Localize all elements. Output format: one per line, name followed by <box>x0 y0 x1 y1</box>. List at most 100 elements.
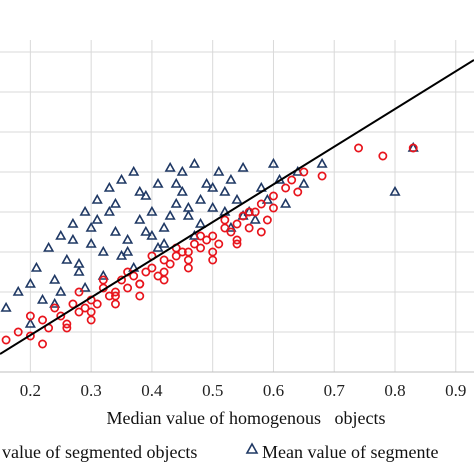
mean-point-48 <box>55 285 67 296</box>
fit-line <box>0 59 474 355</box>
mean-point-49 <box>73 257 85 268</box>
gridlines <box>0 40 474 372</box>
mean-point-2 <box>24 277 36 288</box>
mean-point-4 <box>36 293 49 304</box>
median-point-20 <box>147 263 157 273</box>
median-point-50 <box>74 287 84 297</box>
mean-point-9 <box>67 217 79 228</box>
median-point-1 <box>13 327 23 337</box>
mean-point-5 <box>43 241 55 252</box>
median-point-9 <box>80 303 90 313</box>
median-point-74 <box>183 247 193 257</box>
mean-point-51 <box>103 205 115 216</box>
median-point-72 <box>135 279 145 289</box>
median-point-6 <box>62 319 72 329</box>
median-point-17 <box>129 271 139 281</box>
mean-point-61 <box>91 213 103 224</box>
mean-point-27 <box>176 185 188 196</box>
median-point-55 <box>196 231 205 241</box>
median-point-61 <box>111 299 120 309</box>
median-point-56 <box>220 215 230 225</box>
mean-point-56 <box>176 165 188 176</box>
mean-point-75 <box>158 237 170 248</box>
median-point-29 <box>202 235 212 245</box>
mean-point-8 <box>61 253 73 264</box>
median-point-35 <box>238 211 248 221</box>
median-point-37 <box>250 207 260 217</box>
median-point-40 <box>269 191 278 201</box>
median-point-62 <box>135 291 145 301</box>
median-point-28 <box>196 243 205 253</box>
median-point-33 <box>226 227 236 237</box>
median-point-39 <box>262 215 272 225</box>
median-point-70 <box>86 307 96 317</box>
median-point-45 <box>354 143 363 153</box>
median-point-5 <box>56 311 66 321</box>
median-point-16 <box>123 283 133 293</box>
mean-point-55 <box>164 209 176 220</box>
median-point-31 <box>214 239 224 249</box>
mean-point-16 <box>109 225 122 236</box>
mean-point-69 <box>24 317 36 328</box>
mean-point-13 <box>91 193 103 204</box>
mean-point-22 <box>146 205 158 216</box>
x-axis-title: Median value of homogenous objects <box>107 408 386 428</box>
median-point-34 <box>232 219 242 229</box>
median-point-38 <box>256 199 266 209</box>
mean-point-42 <box>280 197 292 208</box>
mean-point-7 <box>55 229 67 240</box>
median-point-3 <box>38 315 47 325</box>
mean-point-37 <box>237 161 249 172</box>
median-point-46 <box>378 151 388 161</box>
median-point-44 <box>317 171 327 181</box>
mean-point-35 <box>225 173 237 184</box>
legend-label-mean: Mean value of segmente <box>262 442 438 462</box>
mean-point-36 <box>231 193 243 204</box>
mean-point-25 <box>164 161 176 172</box>
mean-point-19 <box>128 165 140 176</box>
mean-point-45 <box>316 157 328 168</box>
median-point-66 <box>232 239 242 249</box>
x-tick-label-3: 0.5 <box>202 381 223 400</box>
mean-point-34 <box>219 185 231 196</box>
median-point-22 <box>159 255 169 265</box>
mean-point-60 <box>67 233 79 244</box>
mean-point-72 <box>97 269 109 280</box>
median-point-68 <box>38 339 47 349</box>
median-point-49 <box>50 303 60 313</box>
median-point-36 <box>244 223 254 233</box>
median-point-76 <box>232 235 242 245</box>
mean-point-0 <box>0 301 12 312</box>
mean-point-12 <box>85 237 97 248</box>
mean-point-68 <box>249 213 261 224</box>
mean-point-76 <box>182 201 194 212</box>
median-point-58 <box>269 203 278 213</box>
median-point-64 <box>183 263 193 273</box>
x-tick-labels: 0.2 0.3 0.4 0.5 0.6 0.7 0.8 0.9 <box>20 381 467 400</box>
mean-point-28 <box>182 209 194 220</box>
mean-point-1 <box>12 285 24 296</box>
median-point-26 <box>183 255 193 265</box>
median-point-67 <box>256 227 266 237</box>
mean-point-6 <box>49 273 61 284</box>
x-tick-label-0: 0.2 <box>20 381 41 400</box>
median-point-42 <box>287 175 297 185</box>
x-tick-label-7: 0.9 <box>445 381 466 400</box>
x-tick-label-2: 0.4 <box>141 381 163 400</box>
mean-point-23 <box>152 177 164 188</box>
mean-point-3 <box>30 261 43 272</box>
median-point-19 <box>141 267 151 277</box>
legend-marker-triangle <box>245 442 259 454</box>
x-tick-label-4: 0.6 <box>263 381 284 400</box>
median-point-59 <box>293 187 303 197</box>
mean-point-15 <box>103 181 115 192</box>
median-point-69 <box>62 323 72 333</box>
x-tick-label-5: 0.7 <box>324 381 346 400</box>
mean-point-10 <box>73 265 85 276</box>
median-point-73 <box>159 267 169 277</box>
mean-point-46 <box>389 185 401 196</box>
median-point-27 <box>190 239 199 249</box>
mean-point-74 <box>140 225 152 236</box>
mean-point-70 <box>49 297 61 308</box>
median-point-63 <box>159 275 169 285</box>
